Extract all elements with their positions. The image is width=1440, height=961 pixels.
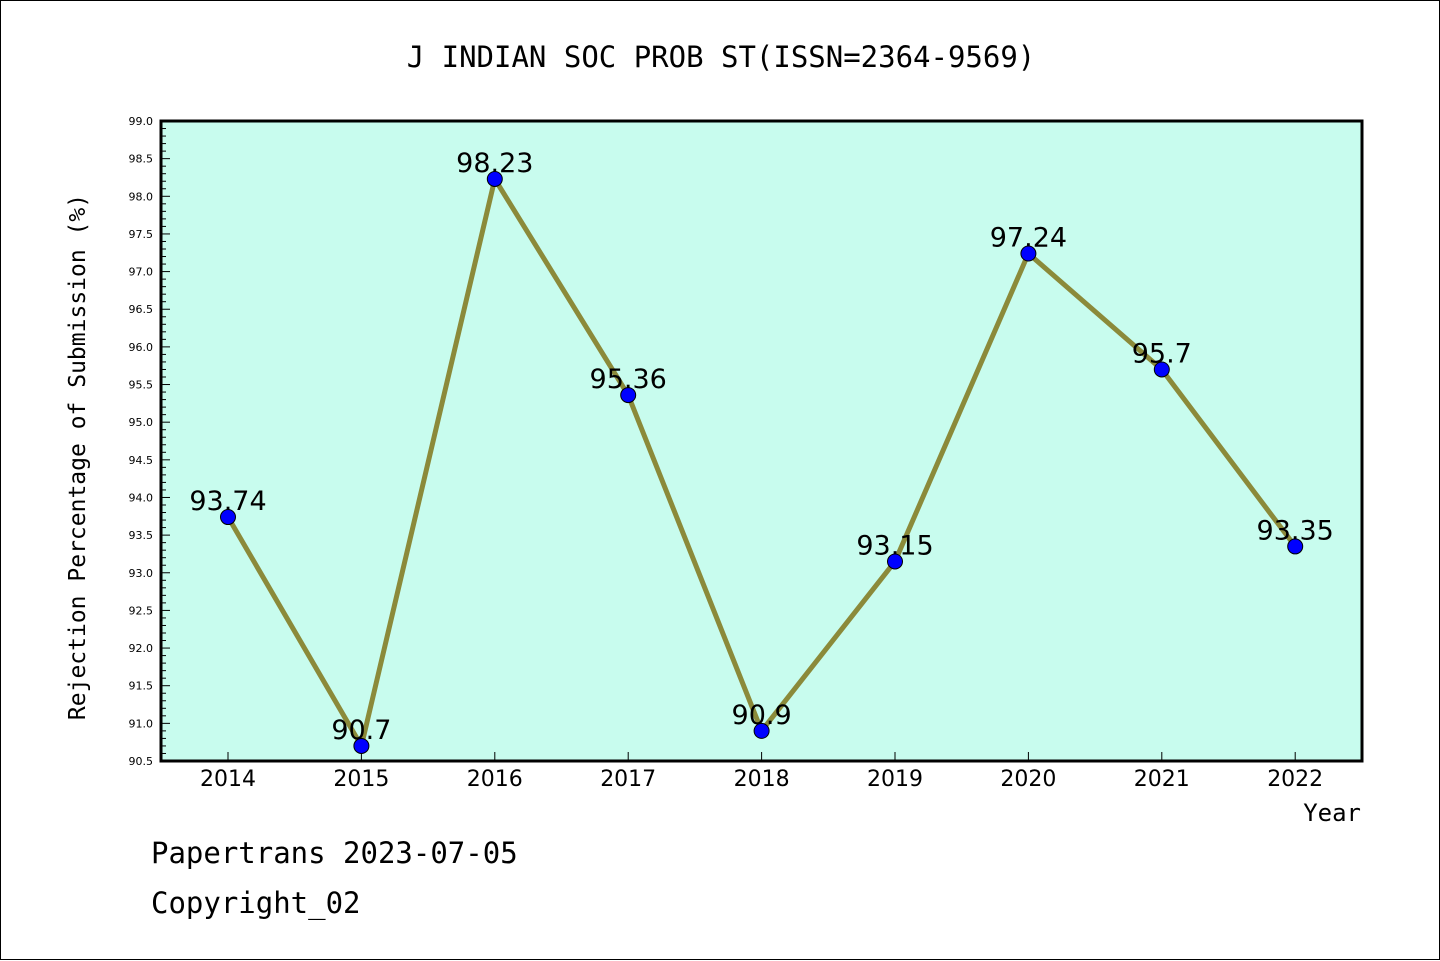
- data-point: [887, 553, 903, 570]
- y-tick-label: 95.0: [129, 416, 154, 429]
- y-tick-label: 94.0: [129, 491, 154, 504]
- y-tick-label: 91.5: [129, 680, 154, 693]
- data-labels: 93.74 90.7 98.23 95.36 90.9 93.15 97.24 95.7 93.…: [189, 148, 1333, 746]
- data-label: 97.24: [990, 223, 1067, 254]
- y-tick-label: 97.5: [129, 228, 154, 241]
- x-tick-label: 2019: [867, 767, 923, 792]
- y-tick-label: 93.0: [129, 567, 154, 580]
- data-point: [1153, 361, 1170, 378]
- data-point: [1020, 245, 1037, 262]
- data-point: [753, 722, 770, 739]
- series-points: [220, 170, 1304, 754]
- footer-copyright-text: Copyright_02: [151, 886, 361, 920]
- y-tick-label: 99.0: [129, 115, 154, 128]
- y-tick-label: 93.5: [129, 529, 154, 542]
- y-tick-label: 96.0: [129, 341, 154, 354]
- data-label: 90.9: [732, 700, 792, 731]
- y-tick-label: 90.5: [129, 755, 154, 768]
- y-tick-label: 92.0: [129, 642, 154, 655]
- y-tick-label: 94.5: [129, 454, 154, 467]
- x-tick-label: 2016: [467, 767, 523, 792]
- y-tick-label: 92.5: [129, 604, 154, 617]
- data-label: 90.7: [331, 715, 391, 746]
- footer-date-text: Papertrans 2023-07-05: [151, 836, 518, 870]
- y-tick-label: 91.0: [129, 717, 154, 730]
- data-label: 98.23: [456, 148, 533, 179]
- y-tick-label: 95.5: [129, 379, 154, 392]
- x-tick-label: 2015: [333, 767, 389, 792]
- data-point: [486, 170, 503, 187]
- data-label: 93.35: [1257, 515, 1334, 546]
- y-tick-label: 98.0: [129, 190, 154, 203]
- plot-area: [161, 121, 1362, 761]
- plot-border: [159, 119, 1364, 763]
- x-axis-ticks: 2014 2015 2016 2017 2018 2019 2020 2021 2022: [200, 752, 1323, 792]
- data-label: 93.15: [856, 530, 933, 561]
- x-tick-label: 2018: [734, 767, 790, 792]
- chart-title: J INDIAN SOC PROB ST(ISSN=2364-9569): [407, 40, 1036, 74]
- y-tick-label: 97.0: [129, 266, 154, 279]
- y-tick-label: 98.5: [129, 153, 154, 166]
- x-axis-label: Year: [1303, 799, 1361, 827]
- data-label: 93.74: [189, 486, 266, 517]
- data-label: 95.36: [590, 364, 667, 395]
- x-tick-label: 2020: [1000, 767, 1056, 792]
- y-axis-label: Rejection Percentage of Submission (%): [65, 194, 91, 720]
- data-point: [220, 509, 236, 526]
- x-tick-label: 2022: [1267, 767, 1323, 792]
- x-tick-label: 2017: [600, 767, 656, 792]
- data-point: [1287, 538, 1304, 555]
- data-point: [620, 387, 637, 404]
- data-point: [353, 737, 370, 754]
- x-tick-label: 2021: [1134, 767, 1190, 792]
- y-axis-ticks: 90.5 91.0 91.5 92.0 92.5 93.0 93.5 94.0 94.5 95.0…: [129, 115, 170, 768]
- y-tick-label: 96.5: [129, 303, 154, 316]
- x-tick-label: 2014: [200, 767, 256, 792]
- data-label: 95.7: [1132, 338, 1192, 369]
